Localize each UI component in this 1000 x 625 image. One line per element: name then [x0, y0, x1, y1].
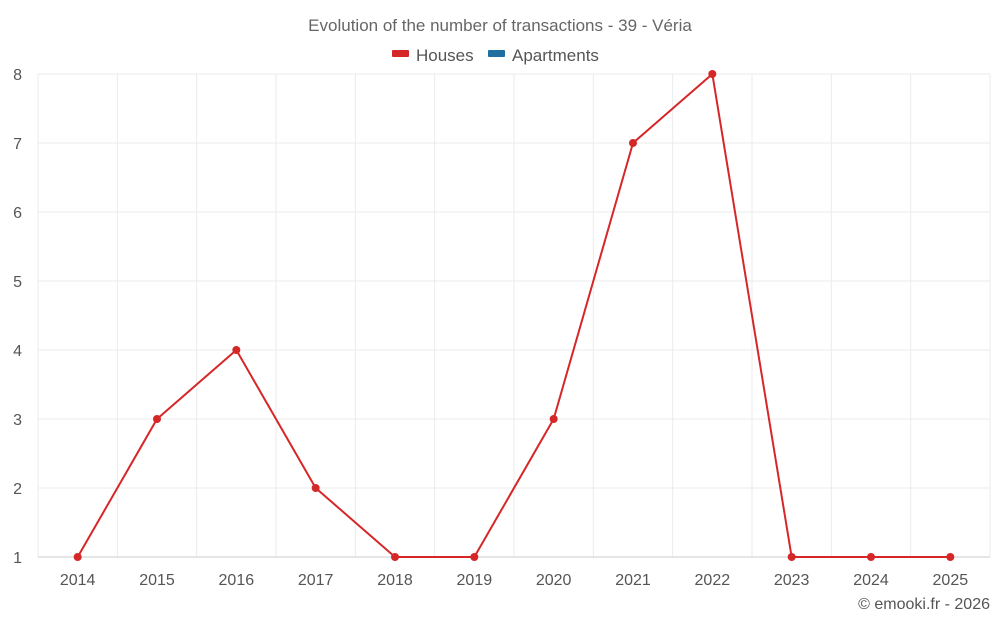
x-tick-label: 2015	[139, 572, 175, 589]
data-point-houses[interactable]	[629, 139, 637, 147]
y-tick-label: 7	[13, 136, 22, 153]
legend-label-houses[interactable]: Houses	[416, 46, 474, 65]
x-tick-label: 2018	[377, 572, 413, 589]
x-tick-label: 2024	[853, 572, 889, 589]
chart-title: Evolution of the number of transactions …	[308, 16, 692, 35]
data-point-houses[interactable]	[708, 70, 717, 78]
x-tick-label: 2019	[457, 572, 493, 589]
data-point-houses[interactable]	[232, 346, 241, 354]
legend-swatch-apartments[interactable]	[488, 50, 505, 57]
y-tick-label: 5	[13, 274, 22, 291]
y-tick-label: 1	[13, 550, 22, 567]
x-tick-label: 2020	[536, 572, 572, 589]
grid	[37, 73, 991, 557]
x-tick-label: 2016	[219, 572, 255, 589]
series-line-houses[interactable]	[76, 73, 951, 558]
data-point-houses[interactable]	[153, 415, 161, 423]
legend-swatch-houses[interactable]	[392, 50, 409, 57]
data-point-houses[interactable]	[946, 553, 955, 561]
x-tick-label: 2021	[615, 572, 651, 589]
data-point-houses[interactable]	[549, 415, 558, 423]
x-axis-ticks: 2014 2015 2016 2017 2018 2019 2020 2021 2022 2023…	[60, 572, 968, 589]
legend[interactable]: Houses Apartments	[392, 46, 599, 65]
x-tick-label: 2023	[774, 572, 810, 589]
series-houses[interactable]	[73, 70, 955, 561]
x-tick-label: 2017	[298, 572, 334, 589]
y-tick-label: 4	[13, 343, 22, 360]
data-point-houses[interactable]	[787, 553, 796, 561]
x-tick-label: 2022	[695, 572, 731, 589]
legend-label-apartments[interactable]: Apartments	[512, 46, 599, 65]
data-point-houses[interactable]	[73, 553, 82, 561]
y-tick-label: 8	[13, 67, 22, 84]
x-tick-label: 2025	[933, 572, 969, 589]
data-point-houses[interactable]	[867, 553, 875, 561]
data-point-houses[interactable]	[391, 553, 399, 561]
data-point-houses[interactable]	[470, 553, 479, 561]
data-point-houses[interactable]	[311, 484, 320, 492]
credit-text[interactable]: © emooki.fr - 2026	[858, 596, 990, 613]
y-tick-label: 6	[13, 205, 22, 222]
y-tick-label: 3	[13, 412, 22, 429]
x-tick-label: 2014	[60, 572, 96, 589]
y-tick-label: 2	[13, 481, 22, 498]
y-axis-ticks: 1 2 3 4 5 6 7 8	[13, 67, 22, 567]
